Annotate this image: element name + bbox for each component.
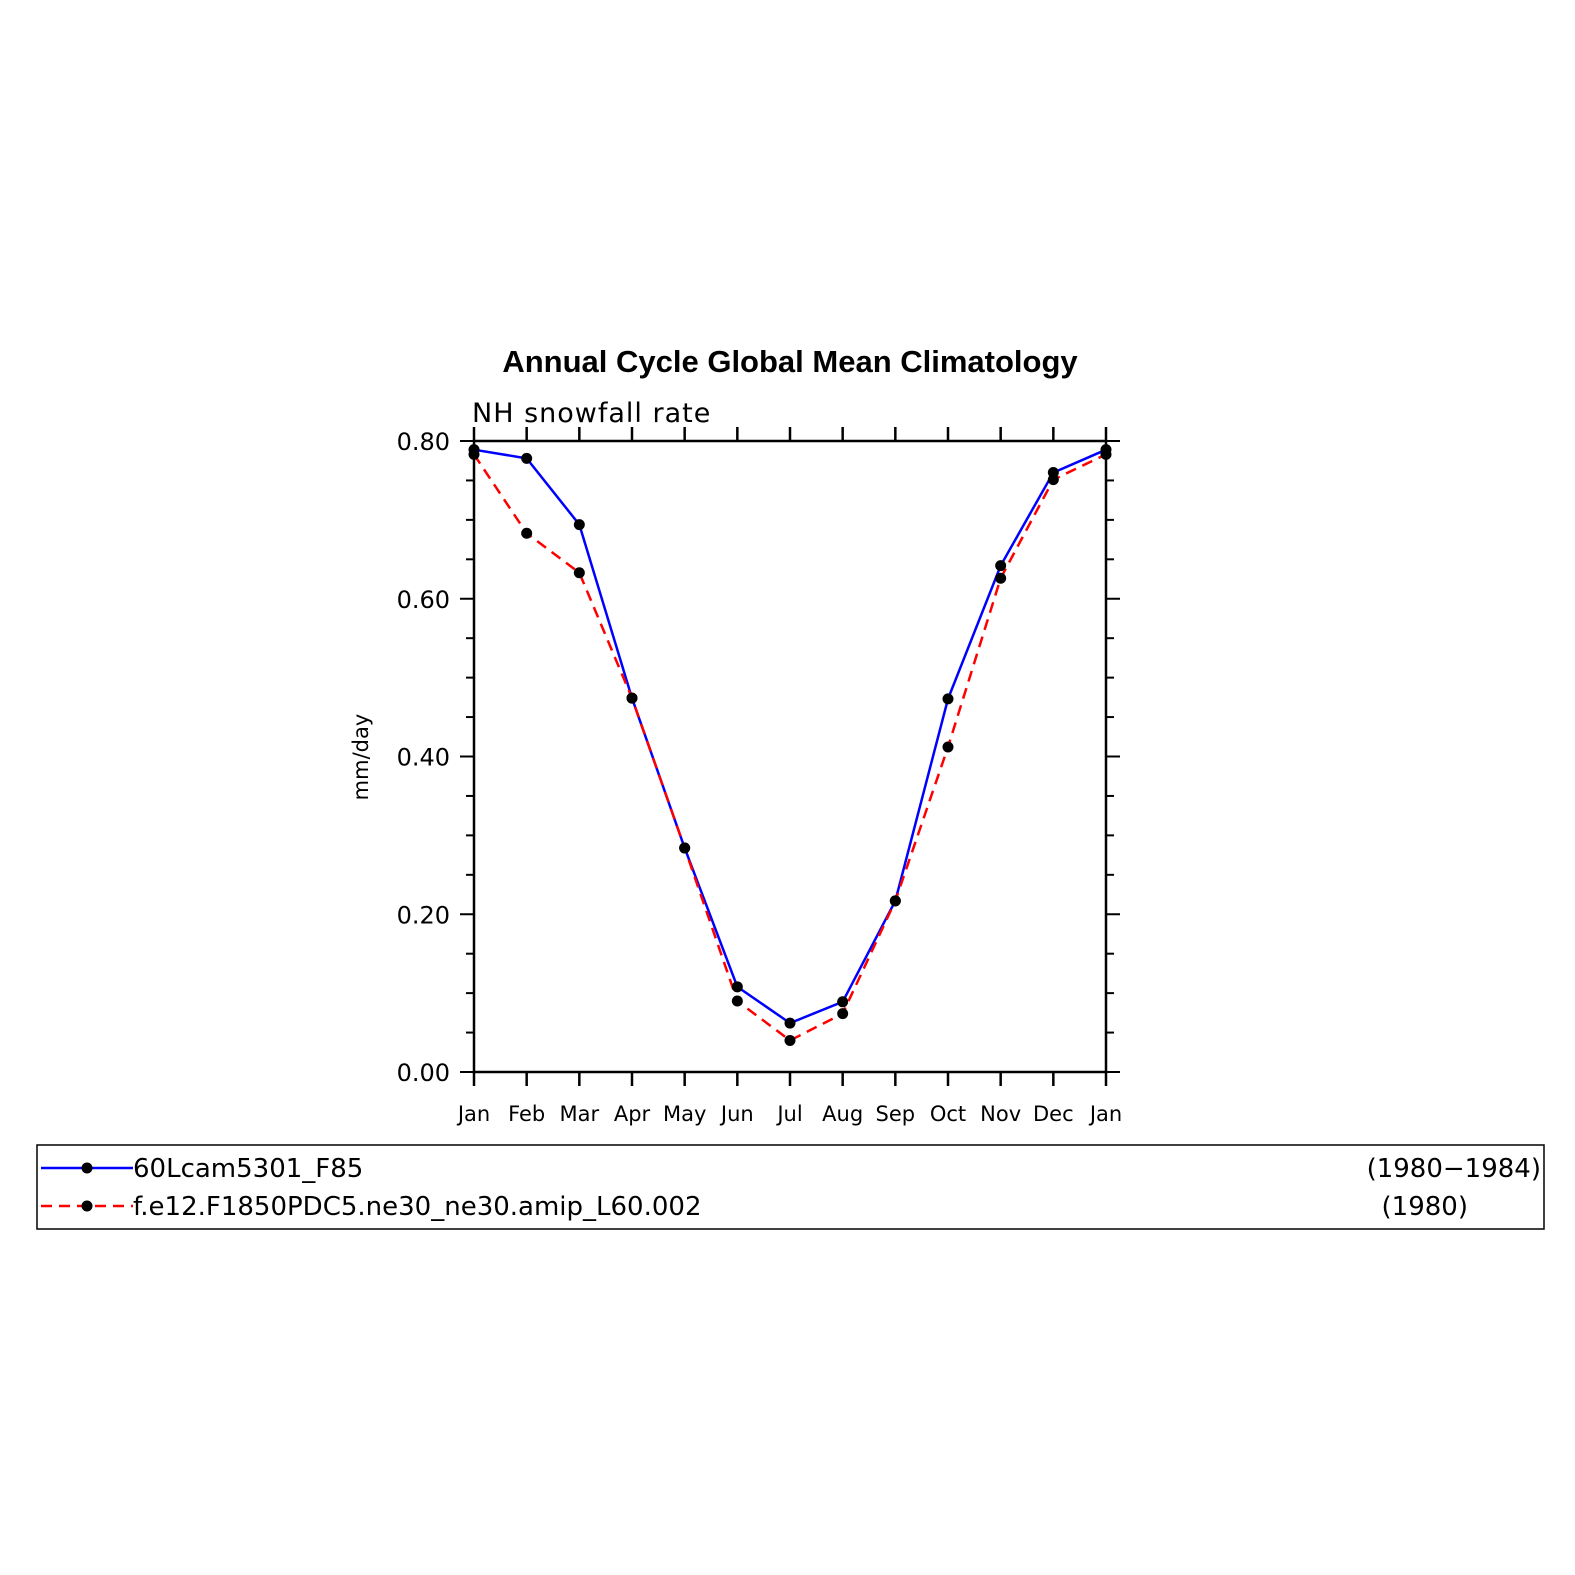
x-tick-label: Jan — [456, 1102, 490, 1126]
series-2 — [472, 453, 1107, 1042]
legend-series-name: 60Lcam5301_F85 — [133, 1154, 363, 1184]
data-point — [784, 1017, 796, 1029]
legend-series-period: (1980−1984) — [1367, 1154, 1541, 1184]
y-tick-label: 0.40 — [397, 744, 450, 772]
legend-marker — [81, 1162, 93, 1174]
plot-frame — [472, 439, 1108, 1074]
data-point — [1047, 474, 1059, 486]
x-tick-labels: Jan Feb Mar Apr May Jun Jul Aug Sep Oct Nov Dec Jan — [456, 1102, 1122, 1126]
y-tick-label: 0.60 — [397, 586, 450, 614]
series-line — [472, 453, 1107, 1042]
x-tick-label: Jun — [719, 1102, 754, 1126]
data-point — [468, 448, 480, 460]
x-tick-label: Apr — [614, 1102, 651, 1126]
series-1-markers — [468, 444, 1112, 1029]
x-tick-label: Jul — [775, 1102, 802, 1126]
y-tick-label: 0.00 — [397, 1059, 450, 1087]
x-tick-label: May — [663, 1102, 706, 1126]
chart-subtitle: NH snowfall rate — [472, 398, 711, 429]
data-point — [995, 572, 1007, 584]
y-tick-labels: 0.00 0.20 0.40 0.60 0.80 — [397, 428, 450, 1087]
data-point — [521, 452, 533, 464]
x-tick-label: Feb — [508, 1102, 545, 1126]
chart-title: Annual Cycle Global Mean Climatology — [502, 344, 1078, 379]
series-line — [473, 448, 1107, 1025]
y-tick-label: 0.80 — [397, 428, 450, 456]
x-tick-label: Jan — [1088, 1102, 1122, 1126]
data-point — [679, 842, 691, 854]
data-point — [942, 741, 954, 753]
series-2-markers — [468, 448, 1112, 1046]
x-tick-label: Aug — [822, 1102, 863, 1126]
data-point — [942, 693, 954, 705]
x-tick-label: Oct — [930, 1102, 966, 1126]
data-point — [573, 567, 585, 579]
y-axis-label: mm/day — [349, 714, 373, 801]
x-tick-label: Nov — [980, 1102, 1021, 1126]
y-tick-label: 0.20 — [397, 901, 450, 929]
data-point — [889, 895, 901, 907]
data-point — [731, 995, 743, 1007]
series-1 — [473, 448, 1107, 1025]
series-layer — [468, 444, 1112, 1046]
legend-series-period: (1980) — [1382, 1192, 1468, 1222]
legend: 60Lcam5301_F85 (1980−1984) f.e12.F1850PDC5… — [36, 1144, 1545, 1230]
data-point — [626, 692, 638, 704]
data-point — [837, 1008, 849, 1020]
data-point — [573, 519, 585, 531]
data-point — [784, 1034, 796, 1046]
x-tick-label: Sep — [876, 1102, 916, 1126]
x-tick-label: Dec — [1033, 1102, 1074, 1126]
data-point — [521, 527, 533, 539]
data-point — [731, 981, 743, 993]
legend-series-name: f.e12.F1850PDC5.ne30_ne30.amip_L60.002 — [133, 1192, 701, 1222]
legend-marker — [81, 1200, 93, 1212]
data-point — [837, 996, 849, 1008]
data-point — [995, 560, 1007, 572]
axis-ticks — [460, 427, 1120, 1086]
x-tick-label: Mar — [560, 1102, 600, 1126]
legend-box — [36, 1144, 1545, 1230]
data-point — [1100, 448, 1112, 460]
